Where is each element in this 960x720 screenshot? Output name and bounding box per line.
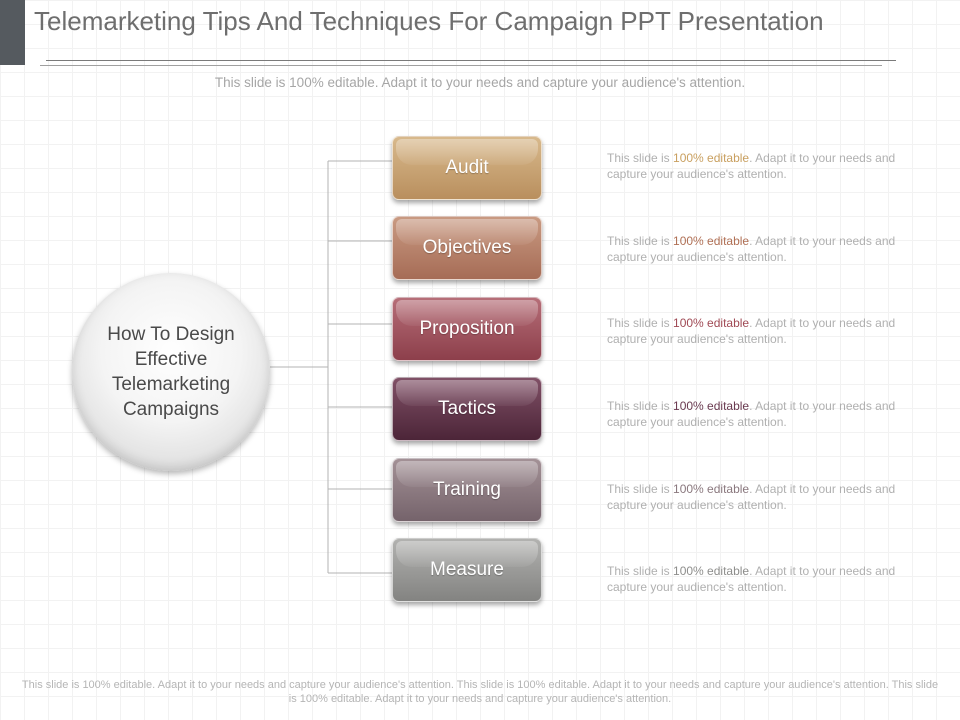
node-description: This slide is 100% editable. Adapt it to… xyxy=(607,399,896,429)
node-label: Training xyxy=(433,479,501,500)
title-accent-bar xyxy=(0,0,25,65)
center-label: How To Design Effective Telemarketing Ca… xyxy=(107,324,235,420)
highlight-text: 100% editable xyxy=(673,151,750,165)
node-proposition[interactable]: Proposition xyxy=(392,297,542,361)
node-label: Tactics xyxy=(437,398,497,419)
slide-footer: This slide is 100% editable. Adapt it to… xyxy=(21,679,939,705)
node-description: This slide is 100% editable. Adapt it to… xyxy=(607,316,896,346)
highlight-text: 100% editable xyxy=(673,234,750,248)
center-circle: How To Design Effective Telemarketing Ca… xyxy=(72,273,270,471)
node-measure[interactable]: Measure xyxy=(392,538,542,602)
slide-title: Telemarketing Tips And Techniques For Ca… xyxy=(34,6,824,36)
node-training[interactable]: Training xyxy=(392,458,542,522)
node-description: This slide is 100% editable. Adapt it to… xyxy=(607,234,896,264)
node-label: Measure xyxy=(430,559,504,580)
highlight-text: 100% editable xyxy=(673,316,750,330)
node-tactics[interactable]: Tactics xyxy=(392,377,542,441)
title-rule-top xyxy=(46,60,896,61)
highlight-text: 100% editable xyxy=(673,482,750,496)
node-description: This slide is 100% editable. Adapt it to… xyxy=(607,151,896,181)
node-description: This slide is 100% editable. Adapt it to… xyxy=(607,564,896,594)
node-description: This slide is 100% editable. Adapt it to… xyxy=(607,482,896,512)
node-objectives[interactable]: Objectives xyxy=(392,216,542,280)
node-label: Proposition xyxy=(419,318,515,339)
slide-subtitle: This slide is 100% editable. Adapt it to… xyxy=(214,75,746,90)
highlight-text: 100% editable xyxy=(673,564,750,578)
node-label: Objectives xyxy=(422,237,512,258)
node-audit[interactable]: Audit xyxy=(392,136,542,200)
node-label: Audit xyxy=(445,157,489,178)
title-rule-bottom xyxy=(40,65,882,66)
highlight-text: 100% editable xyxy=(673,399,750,413)
